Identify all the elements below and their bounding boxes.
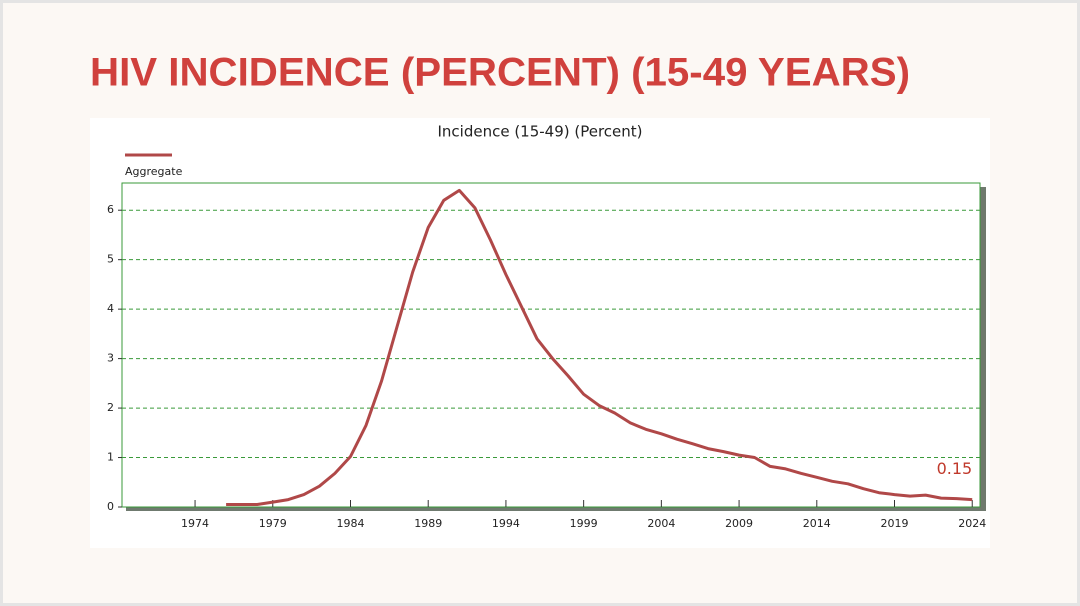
y-tick-label: 4 bbox=[107, 302, 114, 315]
y-tick-label: 0 bbox=[107, 500, 114, 513]
x-tick-label: 1999 bbox=[570, 517, 598, 530]
chart-title: Incidence (15-49) (Percent) bbox=[437, 123, 642, 141]
x-tick-label: 1994 bbox=[492, 517, 520, 530]
x-tick-label: 1979 bbox=[259, 517, 287, 530]
data-line bbox=[226, 188, 973, 506]
annotation: 0.15 bbox=[937, 459, 973, 478]
y-tick-label: 6 bbox=[107, 203, 114, 216]
slide-title: HIV INCIDENCE (PERCENT) (15-49 YEARS) bbox=[90, 51, 910, 95]
x-tick-label: 2019 bbox=[881, 517, 909, 530]
x-tick-label: 2024 bbox=[958, 517, 986, 530]
x-tick-label: 1974 bbox=[181, 517, 209, 530]
y-tick-label: 5 bbox=[107, 253, 114, 266]
y-tick-label: 3 bbox=[107, 352, 114, 365]
y-tick-label: 1 bbox=[107, 451, 114, 464]
plot-area bbox=[121, 182, 981, 508]
x-tick-label: 1984 bbox=[336, 517, 364, 530]
y-tick-label: 2 bbox=[107, 401, 114, 414]
x-tick-label: 2014 bbox=[803, 517, 831, 530]
legend-label: Aggregate bbox=[125, 165, 183, 178]
x-tick-label: 2009 bbox=[725, 517, 753, 530]
x-tick-label: 1989 bbox=[414, 517, 442, 530]
x-tick-label: 2004 bbox=[647, 517, 675, 530]
